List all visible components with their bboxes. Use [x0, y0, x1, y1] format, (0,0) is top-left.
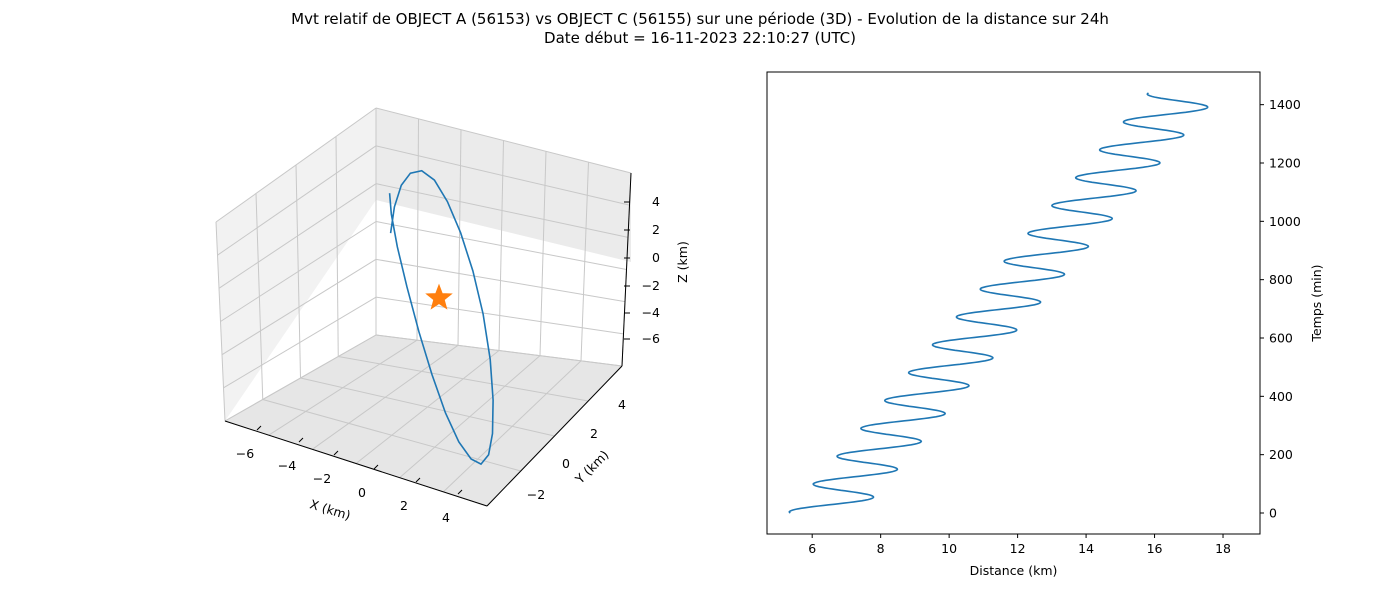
x-tick-label: 18 — [1215, 541, 1231, 556]
grid-line-left-horizontal — [215, 107, 377, 223]
grid-line-back-horizontal — [375, 107, 632, 174]
x-tick-label: 8 — [877, 541, 885, 556]
z-tick-label: 0 — [652, 250, 660, 265]
grid-line-floor — [300, 377, 555, 437]
x-axis-label: Distance (km) — [970, 563, 1058, 578]
y-tick-label: 200 — [1269, 447, 1293, 462]
x-tick-label: 0 — [358, 485, 366, 500]
x-tick-mark — [373, 464, 379, 470]
y-tick-label: 4 — [618, 397, 626, 412]
y-tick-label: −2 — [527, 487, 545, 502]
z-tick-label: −2 — [642, 278, 660, 293]
x-tick-label: 6 — [808, 541, 816, 556]
x-tick-label: 10 — [941, 541, 957, 556]
origin-star-marker — [425, 283, 453, 310]
y-tick-label: 0 — [1269, 506, 1277, 521]
grid-line-floor — [262, 399, 521, 472]
figure-subtitle: Date début = 16-11-2023 22:10:27 (UTC) — [544, 29, 856, 47]
y-tick-label: 600 — [1269, 331, 1293, 346]
y-tick-label: 800 — [1269, 272, 1293, 287]
grid-line-back-horizontal — [375, 221, 627, 270]
pane-back — [376, 108, 631, 262]
y-axis-label: Temps (min) — [1309, 264, 1324, 342]
pane-floor — [225, 335, 622, 506]
z-axis-line — [621, 172, 632, 367]
z-tick-label: −6 — [642, 331, 660, 346]
distance-line — [788, 92, 1209, 514]
x-tick-mark — [415, 477, 421, 483]
grid-line-left-horizontal — [223, 296, 377, 389]
y-tick-label: 400 — [1269, 389, 1293, 404]
right-distance-plot: 6 8 10 12 14 16 18 0 200 400 600 800 1000 1200 1400 Dis… — [766, 71, 1324, 578]
x-tick-label: −6 — [236, 446, 254, 461]
grid-line-back-horizontal — [375, 296, 624, 335]
grid-line-left-horizontal — [220, 221, 377, 322]
y-tick-label: 0 — [562, 456, 570, 471]
x-tick-label: −4 — [278, 458, 296, 473]
y-axis-label: Y (km) — [571, 447, 611, 487]
orbit-line — [388, 169, 494, 466]
grid-line-floor — [375, 334, 623, 367]
grid-line-back-horizontal — [375, 183, 629, 238]
x-tick-mark — [333, 450, 339, 456]
plot-frame — [766, 71, 1261, 535]
grid-line-left-horizontal — [217, 145, 377, 256]
figure-title: Mvt relatif de OBJECT A (56153) vs OBJEC… — [291, 10, 1109, 28]
x-axis-label: X (km) — [308, 496, 352, 523]
y-axis-line — [486, 365, 623, 507]
grid-line-floor — [338, 356, 589, 402]
grid-line-back-horizontal — [375, 258, 626, 303]
z-tick-label: 2 — [652, 222, 660, 237]
x-tick-label: 14 — [1078, 541, 1094, 556]
left-3d-plot: −6 −4 −2 0 2 4 X (km) −2 0 2 4 Y (km) 4 2 0 −2 −4 −6 Z (km… — [215, 107, 690, 525]
grid-line-back-horizontal — [375, 145, 630, 206]
grid-line-left-horizontal — [221, 258, 377, 356]
x-tick-label: 4 — [442, 510, 450, 525]
x-tick-label: 12 — [1010, 541, 1026, 556]
z-axis-label: Z (km) — [675, 241, 690, 283]
x-tick-mark — [457, 489, 463, 495]
y-tick-label: 1200 — [1269, 156, 1301, 171]
z-tick-label: 4 — [652, 194, 660, 209]
pane-left — [216, 108, 376, 421]
x-tick-mark — [256, 425, 262, 431]
y-tick-label: 2 — [590, 426, 598, 441]
x-tick-label: 16 — [1147, 541, 1163, 556]
y-tick-label: 1000 — [1269, 214, 1301, 229]
x-tick-label: −2 — [313, 471, 331, 486]
z-tick-label: −4 — [642, 305, 660, 320]
y-tick-label: 1400 — [1269, 97, 1301, 112]
x-tick-label: 2 — [400, 498, 408, 513]
x-tick-mark — [298, 437, 304, 443]
grid-line-left-horizontal — [218, 183, 377, 289]
x-axis-line — [224, 420, 488, 507]
